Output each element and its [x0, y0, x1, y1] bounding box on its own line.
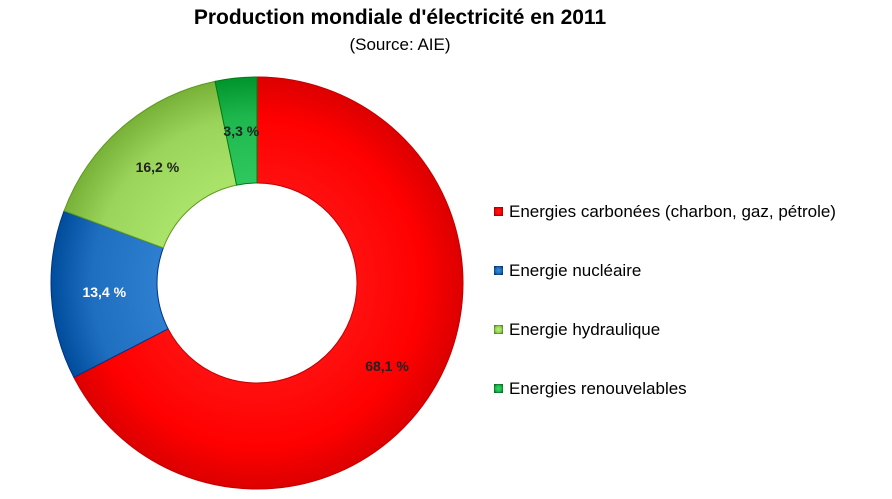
donut-value-labels: 68,1 % 13,4 % 16,2 % 3,3 %	[82, 123, 409, 374]
slice-value-label-0: 68,1 %	[365, 358, 409, 374]
legend-swatch	[494, 207, 503, 216]
legend-item-2: Energie hydraulique	[494, 300, 836, 359]
legend-label: Energie hydraulique	[509, 319, 661, 339]
legend-label: Energies renouvelables	[509, 378, 687, 398]
chart-legend: Energies carbonées (charbon, gaz, pétrol…	[494, 182, 836, 418]
slice-value-label-2: 16,2 %	[136, 159, 180, 175]
donut-slice-2	[63, 80, 238, 249]
legend-item-3: Energies renouvelables	[494, 359, 836, 418]
legend-swatch	[494, 384, 503, 393]
chart-title: Production mondiale d'électricité en 201…	[193, 6, 607, 29]
legend-swatch	[494, 266, 503, 275]
legend-label: Energies carbonées (charbon, gaz, pétrol…	[509, 201, 836, 221]
donut-slice-0	[73, 76, 464, 490]
slice-value-label-3: 3,3 %	[223, 123, 259, 139]
legend-item-0: Energies carbonées (charbon, gaz, pétrol…	[494, 182, 836, 241]
donut-slices	[50, 76, 464, 490]
donut-slice-3	[214, 76, 258, 186]
legend-label: Energie nucléaire	[509, 260, 642, 280]
chart-subtitle: (Source: AIE)	[349, 35, 451, 54]
legend-swatch	[494, 325, 503, 334]
slice-value-label-1: 13,4 %	[82, 284, 126, 300]
legend-item-1: Energie nucléaire	[494, 241, 836, 300]
